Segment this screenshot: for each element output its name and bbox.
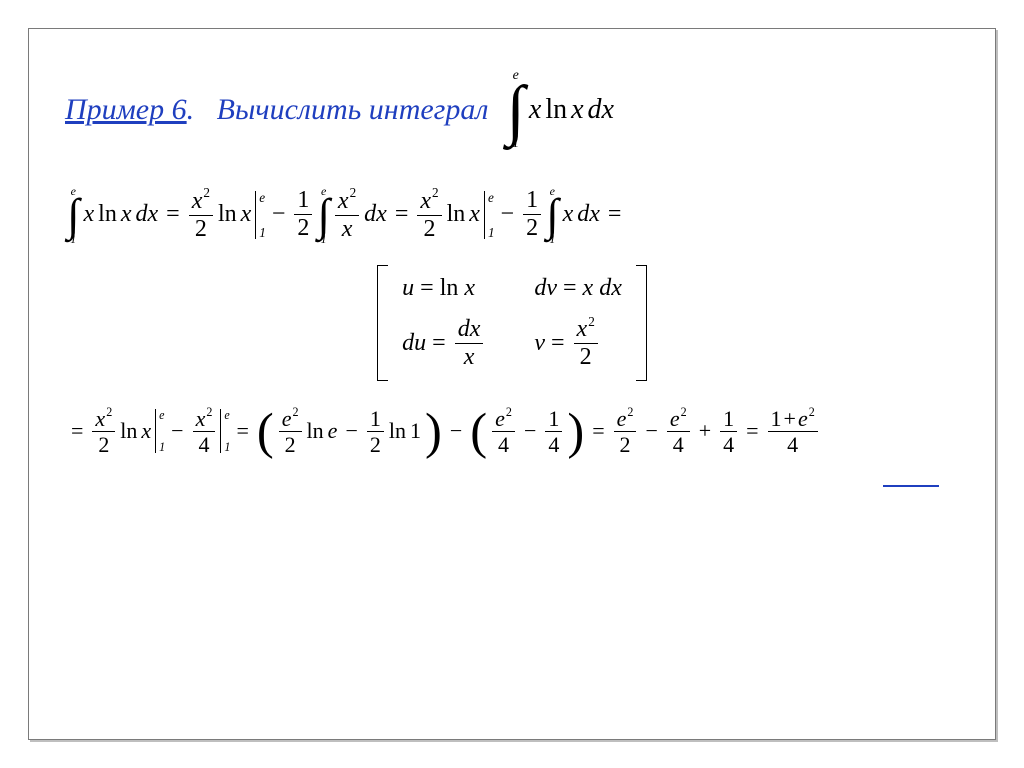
heading-row: Пример 6. Вычислить интеграл e ∫ 1 x ln …: [65, 69, 959, 151]
heading-task: Вычислить интеграл: [217, 93, 489, 126]
slide: Пример 6. Вычислить интеграл e ∫ 1 x ln …: [0, 0, 1024, 768]
integral-icon: e ∫ 1: [544, 185, 561, 245]
heading-integral: e ∫ 1 x ln x dx: [504, 69, 616, 151]
integrand-x2: x: [569, 94, 585, 126]
example-label: Пример 6: [65, 93, 187, 126]
dv-eq: dv = x dx: [534, 275, 622, 302]
eval-bar: e1: [253, 191, 266, 239]
answer-underline: [883, 485, 939, 487]
heading-text: Пример 6. Вычислить интеграл: [65, 93, 488, 127]
content-frame: Пример 6. Вычислить интеграл e ∫ 1 x ln …: [28, 28, 996, 740]
integral-icon: e ∫ 1: [504, 69, 526, 151]
final-answer: 1+e2 4: [765, 407, 821, 456]
eval-bar: e1: [153, 409, 165, 453]
eval-bar: e1: [218, 409, 230, 453]
integral-icon: e ∫ 1: [315, 185, 332, 245]
derivation-line-1: e ∫ 1 x ln x dx = x2 2 ln x e1 − 1: [65, 185, 959, 245]
integral-icon: e ∫ 1: [65, 185, 82, 245]
derivation-line-2: = x2 2 ln x e1 − x2 4 e1 = (: [65, 407, 959, 456]
frac-x2-2: x2 2: [186, 188, 216, 242]
heading-dot: .: [187, 93, 195, 126]
dx: dx: [586, 94, 616, 126]
substitution-box: u = ln x dv = x dx du =: [65, 265, 959, 380]
ln: ln: [543, 94, 569, 126]
integrand-x: x: [527, 94, 543, 126]
du-eq: du = dx x: [402, 316, 486, 370]
int-lower: 1: [512, 137, 519, 151]
u-eq: u = ln x: [402, 275, 486, 302]
eval-bar: e1: [482, 191, 495, 239]
v-eq: v = x2 2: [534, 316, 622, 370]
